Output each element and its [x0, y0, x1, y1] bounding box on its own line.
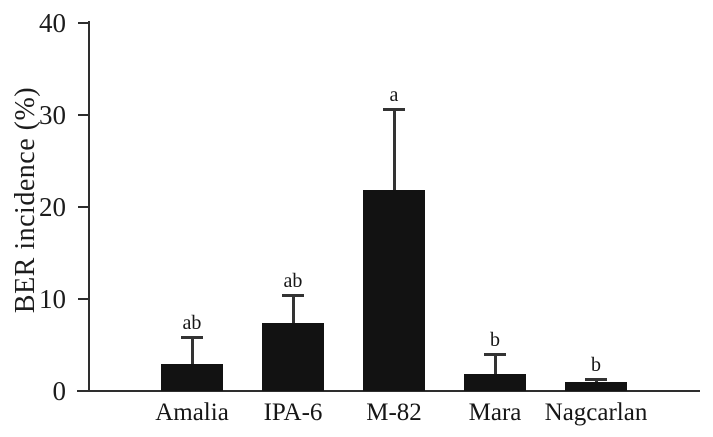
x-category-label: Amalia	[155, 399, 229, 426]
bar-nagcarlan	[565, 381, 627, 391]
bar-m-82	[363, 190, 425, 391]
significance-letter: ab	[182, 311, 202, 334]
x-category-label: M-82	[366, 399, 422, 426]
y-tick-label: 10	[39, 284, 66, 314]
bar-mara	[464, 374, 526, 391]
x-axis-line	[77, 390, 700, 392]
y-tick-mark	[78, 114, 88, 116]
y-tick-label: 40	[39, 8, 66, 38]
x-category-label: IPA-6	[263, 399, 323, 426]
y-tick-mark	[78, 298, 88, 300]
y-tick-label: 30	[39, 100, 66, 130]
error-bar-cap	[282, 294, 304, 298]
significance-letter: b	[490, 329, 500, 352]
error-bar-line	[191, 336, 194, 365]
significance-letter: ab	[283, 270, 303, 293]
x-category-label: Mara	[468, 399, 522, 426]
error-bar-line	[494, 354, 497, 375]
error-bar-cap	[181, 335, 203, 339]
y-tick-mark	[78, 206, 88, 208]
error-bar-cap	[585, 378, 607, 382]
significance-letter: b	[591, 354, 601, 377]
error-bar-cap	[383, 108, 405, 112]
error-bar-line	[393, 109, 396, 191]
error-bar-line	[292, 295, 295, 323]
significance-letter: a	[389, 84, 399, 107]
bar-ipa-6	[262, 322, 324, 391]
y-tick-label: 0	[52, 376, 67, 406]
y-tick-label: 20	[39, 192, 66, 222]
x-category-label: Nagcarlan	[544, 399, 648, 426]
y-tick-mark	[78, 22, 88, 24]
y-tick-mark	[78, 390, 88, 392]
bar-amalia	[161, 364, 223, 391]
y-axis-line	[88, 21, 90, 392]
error-bar-cap	[484, 353, 506, 357]
